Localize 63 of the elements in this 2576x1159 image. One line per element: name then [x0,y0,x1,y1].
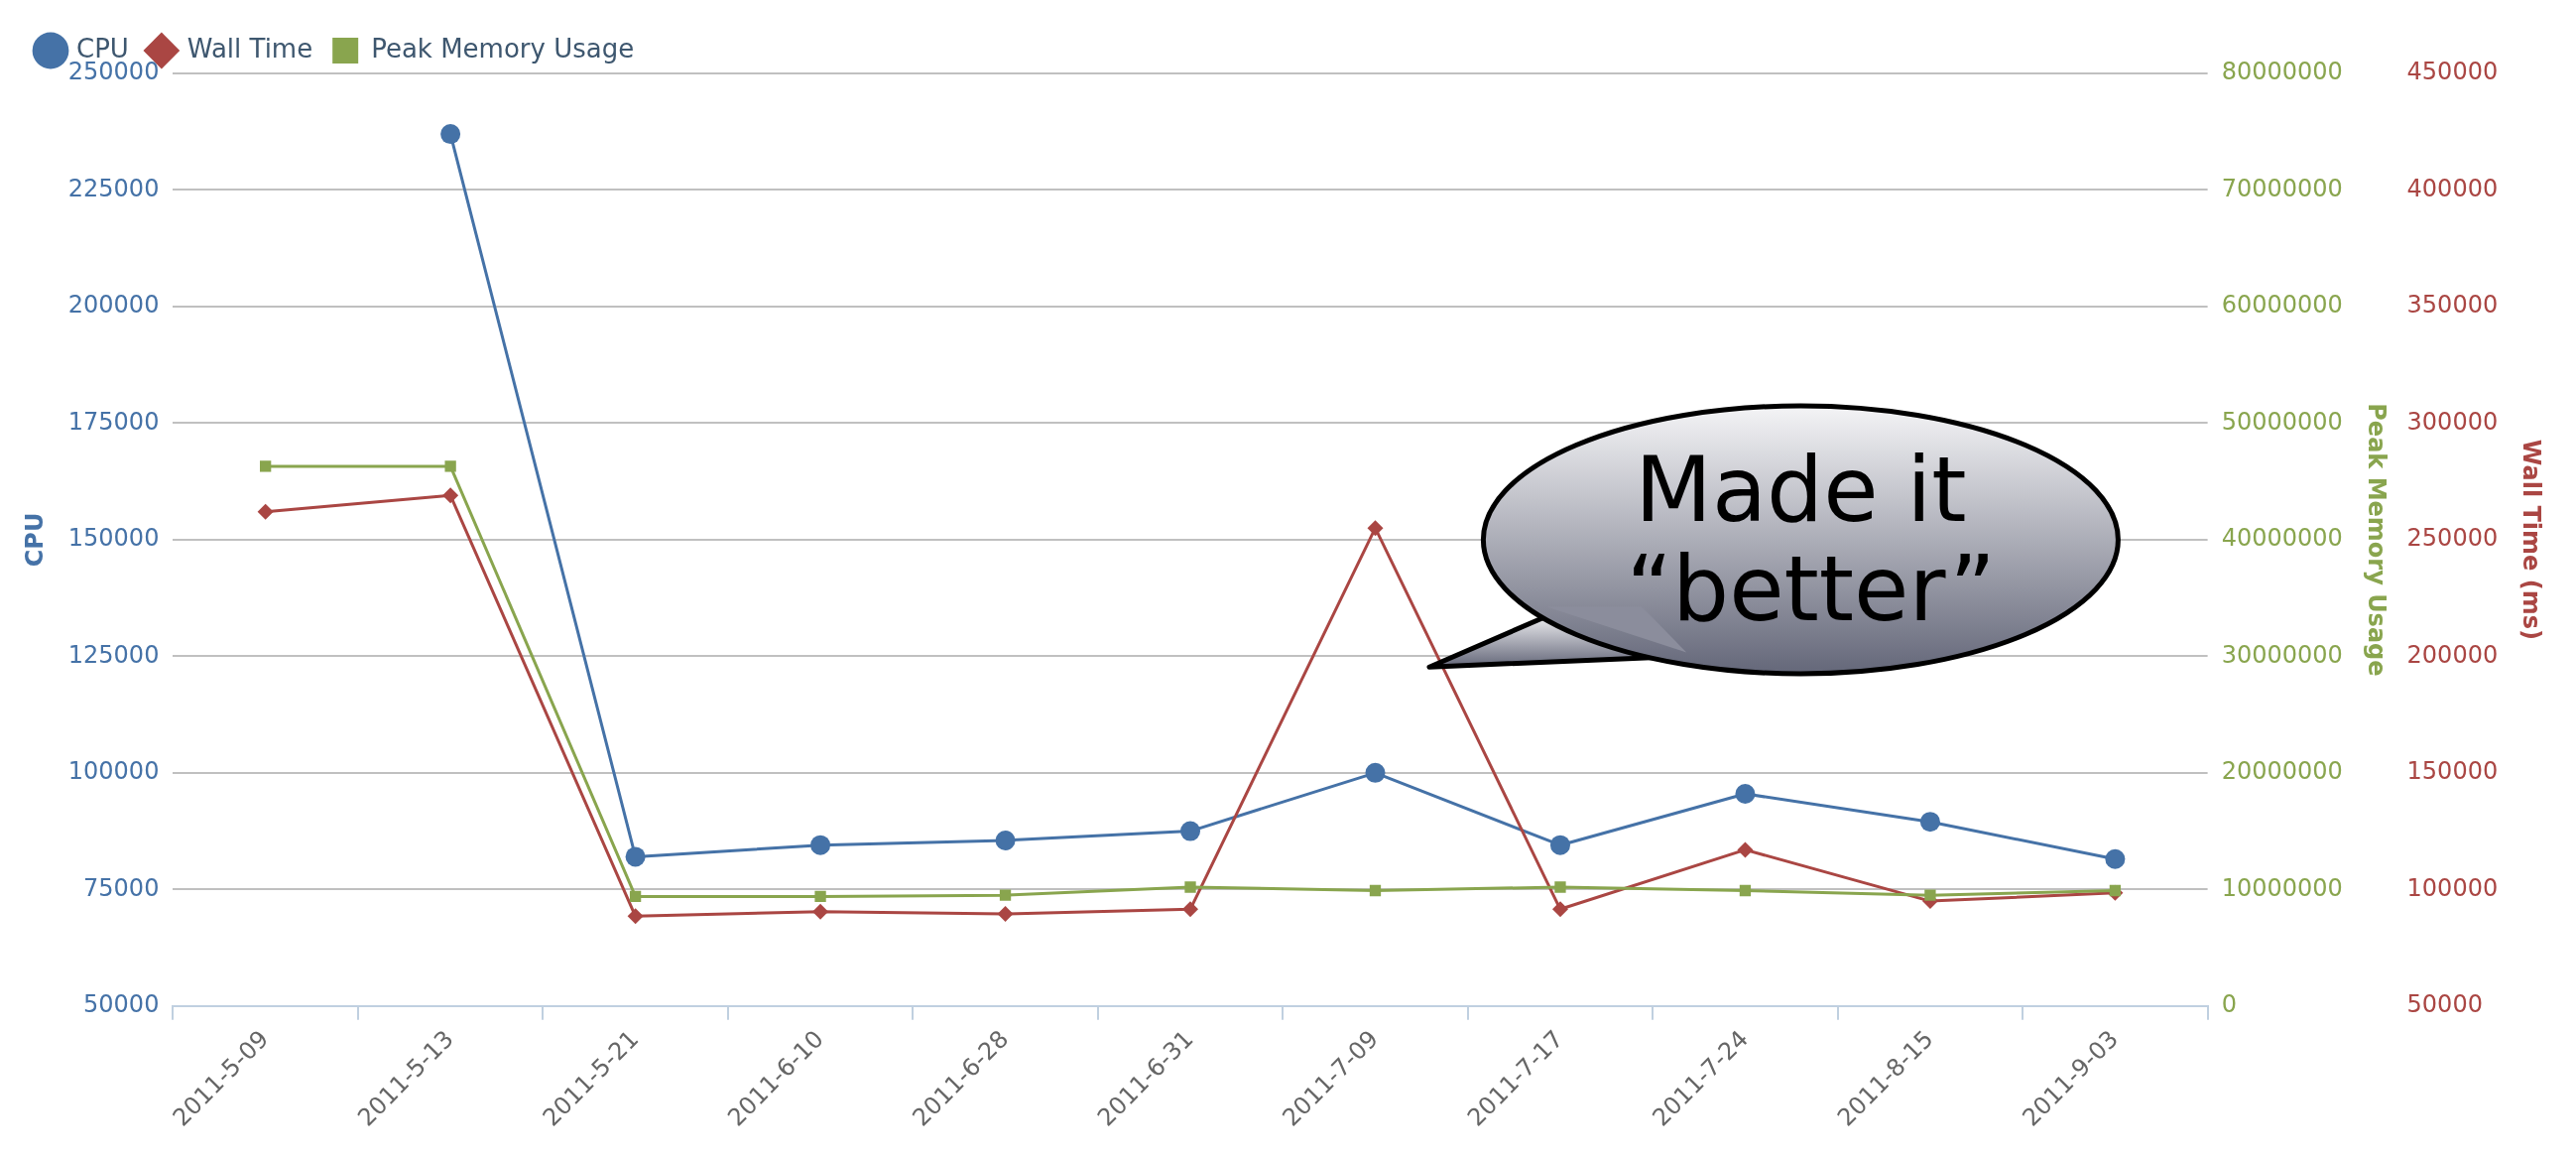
y-tick-label: 250000 [67,58,160,86]
y2-tick-label: 20000000 [2221,757,2343,786]
y-tick-label: 150000 [67,524,160,553]
point [1180,821,1201,841]
y-tick-label: 175000 [67,407,160,436]
y3-tick-label: 350000 [2406,291,2499,320]
point [810,835,831,855]
point [444,460,456,472]
point [440,124,461,145]
y3-tick-label: 200000 [2406,640,2499,669]
y3-tick-label: 250000 [2406,524,2499,553]
point [2109,884,2122,897]
point [442,487,459,504]
point [1737,841,1754,858]
point [627,908,644,925]
point [812,903,829,920]
y2-tick-label: 50000000 [2221,407,2343,436]
point [1184,881,1196,893]
point [260,460,272,472]
point [1919,812,1940,833]
point [629,890,642,903]
y2-tick-label: 40000000 [2221,524,2343,553]
point [1182,901,1199,918]
y3-tick-label: 50000 [2406,990,2483,1019]
y3-tick-label: 300000 [2406,407,2499,436]
y2-tick-label: 0 [2221,990,2237,1019]
y3-tick-label: 450000 [2406,58,2499,86]
y2-tick-label: 10000000 [2221,873,2343,902]
point [257,503,274,520]
point [1554,881,1566,893]
y-tick-label: 225000 [67,174,160,202]
point [1551,901,1568,918]
point [1369,884,1382,897]
y-tick-label: 75000 [83,873,160,902]
y-tick-label: 100000 [67,757,160,786]
legend-label: Peak Memory Usage [371,33,635,64]
y2-axis-title: Peak Memory Usage [2362,403,2391,677]
y-tick-label: 200000 [67,291,160,320]
y2-tick-label: 80000000 [2221,58,2343,86]
point [995,830,1016,850]
point [1924,889,1936,901]
y3-tick-label: 100000 [2406,873,2499,902]
y2-tick-label: 60000000 [2221,291,2343,320]
point [1739,884,1752,897]
y-axis-title: CPU [20,512,49,568]
point [1367,520,1384,537]
point [2105,848,2126,869]
point [625,846,646,867]
point [1549,835,1570,855]
y3-tick-label: 150000 [2406,757,2499,786]
y2-tick-label: 30000000 [2221,640,2343,669]
annotation: Made it “better” [1626,437,1996,641]
y-tick-label: 125000 [67,640,160,669]
y3-axis-title: Wall Time (ms) [2517,439,2546,640]
point [999,889,1012,901]
legend-label: Wall Time [186,33,313,64]
y-tick-label: 50000 [83,990,160,1019]
y3-tick-label: 400000 [2406,174,2499,202]
point [997,906,1014,922]
point [1365,762,1386,783]
y2-tick-label: 70000000 [2221,174,2343,202]
point [1735,784,1756,804]
point [814,890,826,903]
